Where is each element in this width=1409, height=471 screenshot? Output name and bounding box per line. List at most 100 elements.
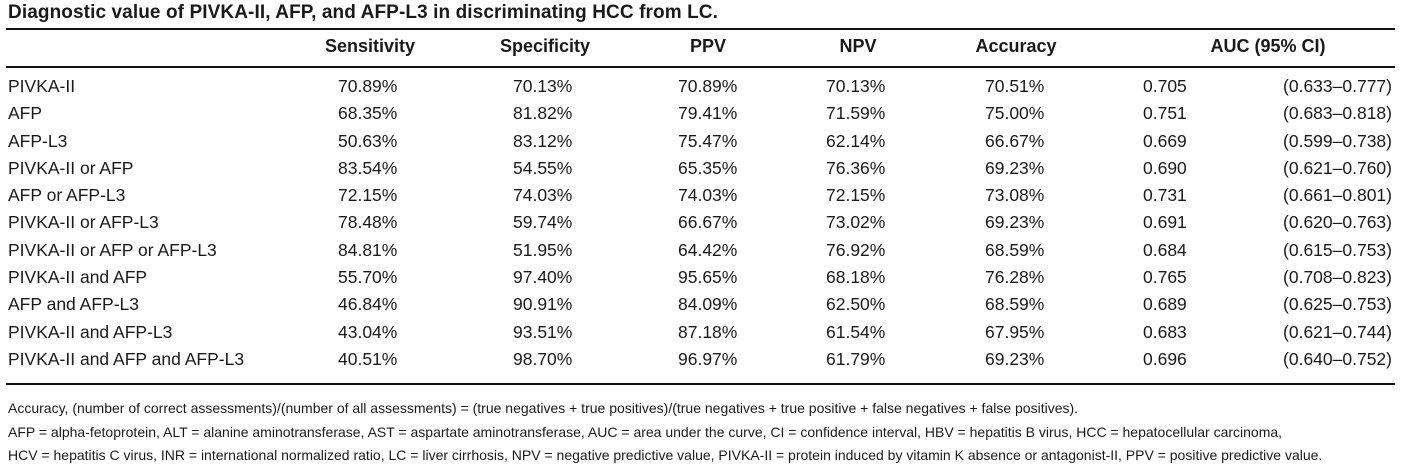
row-label: AFP or AFP-L3: [8, 185, 126, 206]
cell-auc: 0.751: [1143, 103, 1187, 124]
row-label: PIVKA-II and AFP-L3: [8, 321, 173, 342]
cell-specificity: 90.91%: [513, 294, 573, 315]
table-body: PIVKA-II 70.89% 70.13% 70.89% 70.13% 70.51% 0.…: [0, 74, 1409, 374]
cell-ci: (0.625–0.753): [1283, 294, 1392, 315]
cell-accuracy: 68.59%: [985, 239, 1045, 260]
cell-sensitivity: 84.81%: [338, 239, 398, 260]
cell-ci: (0.621–0.760): [1283, 157, 1392, 178]
cell-sensitivity: 78.48%: [338, 212, 398, 233]
cell-auc: 0.731: [1143, 185, 1187, 206]
footnote-abbreviations-2: HCV = hepatitis C virus, INR = internati…: [8, 447, 1323, 463]
cell-ppv: 75.47%: [678, 130, 738, 151]
cell-sensitivity: 55.70%: [338, 267, 398, 288]
cell-specificity: 98.70%: [513, 348, 573, 369]
cell-npv: 68.18%: [826, 267, 886, 288]
table-row: AFP and AFP-L3 46.84% 90.91% 84.09% 62.50% 68…: [0, 292, 1409, 319]
cell-npv: 61.79%: [826, 348, 886, 369]
cell-specificity: 97.40%: [513, 267, 573, 288]
cell-specificity: 59.74%: [513, 212, 573, 233]
cell-ppv: 70.89%: [678, 76, 738, 96]
cell-ci: (0.615–0.753): [1283, 239, 1392, 260]
cell-ppv: 96.97%: [678, 348, 738, 369]
cell-auc: 0.689: [1143, 294, 1187, 315]
table-row: PIVKA-II and AFP and AFP-L3 40.51% 98.70% 9…: [0, 347, 1409, 374]
cell-ci: (0.620–0.763): [1283, 212, 1392, 233]
cell-specificity: 54.55%: [513, 157, 573, 178]
cell-specificity: 51.95%: [513, 239, 573, 260]
cell-specificity: 81.82%: [513, 103, 573, 124]
row-label: AFP and AFP-L3: [8, 294, 140, 315]
row-label: PIVKA-II or AFP or AFP-L3: [8, 239, 217, 260]
table-caption: Diagnostic value of PIVKA-II, AFP, and A…: [8, 2, 718, 23]
cell-sensitivity: 72.15%: [338, 185, 398, 206]
cell-specificity: 93.51%: [513, 321, 573, 342]
footnote-abbreviations-1: AFP = alpha-fetoprotein, ALT = alanine a…: [8, 423, 1283, 440]
cell-accuracy: 69.23%: [985, 212, 1045, 233]
cell-ppv: 74.03%: [678, 185, 738, 206]
cell-sensitivity: 40.51%: [338, 348, 398, 369]
cell-npv: 71.59%: [826, 103, 886, 124]
cell-ci: (0.599–0.738): [1283, 130, 1392, 151]
table-top-rule: [6, 28, 1395, 30]
table-row: PIVKA-II and AFP-L3 43.04% 93.51% 87.18% 61.…: [0, 320, 1409, 347]
cell-ppv: 87.18%: [678, 321, 738, 342]
header-sensitivity: Sensitivity: [324, 36, 416, 56]
cell-sensitivity: 43.04%: [338, 321, 398, 342]
table-row: PIVKA-II 70.89% 70.13% 70.89% 70.13% 70.51% 0.…: [0, 74, 1409, 101]
cell-sensitivity: 83.54%: [338, 157, 398, 178]
cell-ci: (0.621–0.744): [1283, 321, 1392, 342]
table-row: AFP 68.35% 81.82% 79.41% 71.59% 75.00% 0.751 (0…: [0, 101, 1409, 128]
cell-ppv: 84.09%: [678, 294, 738, 315]
cell-auc: 0.765: [1143, 267, 1187, 288]
cell-npv: 61.54%: [826, 321, 886, 342]
cell-npv: 76.92%: [826, 239, 886, 260]
row-label: PIVKA-II: [8, 76, 76, 96]
table-footnotes: Accuracy, (number of correct assessments…: [8, 397, 1403, 468]
cell-accuracy: 75.00%: [985, 103, 1045, 124]
header-npv: NPV: [839, 36, 877, 56]
cell-accuracy: 69.23%: [985, 157, 1045, 178]
cell-auc: 0.683: [1143, 321, 1187, 342]
cell-npv: 62.14%: [826, 130, 886, 151]
cell-npv: 73.02%: [826, 212, 886, 233]
cell-ci: (0.708–0.823): [1283, 267, 1392, 288]
table-row: AFP-L3 50.63% 83.12% 75.47% 62.14% 66.67% 0.66…: [0, 129, 1409, 156]
header-auc-ci: AUC (95% CI): [1210, 36, 1326, 56]
cell-auc: 0.684: [1143, 239, 1187, 260]
row-label: AFP-L3: [8, 130, 68, 151]
cell-accuracy: 69.23%: [985, 348, 1045, 369]
cell-auc: 0.696: [1143, 348, 1187, 369]
cell-auc: 0.705: [1143, 76, 1187, 96]
cell-specificity: 74.03%: [513, 185, 573, 206]
header-specificity: Specificity: [499, 36, 591, 56]
cell-ci: (0.683–0.818): [1283, 103, 1392, 124]
cell-auc: 0.690: [1143, 157, 1187, 178]
cell-ci: (0.640–0.752): [1283, 348, 1392, 369]
header-accuracy: Accuracy: [975, 36, 1057, 56]
table-header-rule: [6, 66, 1395, 68]
cell-sensitivity: 50.63%: [338, 130, 398, 151]
cell-sensitivity: 68.35%: [338, 103, 398, 124]
cell-sensitivity: 70.89%: [338, 76, 398, 96]
cell-ci: (0.661–0.801): [1283, 185, 1392, 206]
row-label: PIVKA-II and AFP and AFP-L3: [8, 348, 245, 369]
table-row: AFP or AFP-L3 72.15% 74.03% 74.03% 72.15% 73.…: [0, 183, 1409, 210]
table-row: PIVKA-II or AFP-L3 78.48% 59.74% 66.67% 73.0…: [0, 210, 1409, 237]
cell-ppv: 65.35%: [678, 157, 738, 178]
cell-ppv: 79.41%: [678, 103, 738, 124]
cell-specificity: 70.13%: [513, 76, 573, 96]
cell-accuracy: 70.51%: [985, 76, 1045, 96]
table-bottom-rule: [6, 383, 1395, 385]
row-label: PIVKA-II or AFP: [8, 157, 134, 178]
cell-specificity: 83.12%: [513, 130, 573, 151]
cell-accuracy: 68.59%: [985, 294, 1045, 315]
cell-accuracy: 73.08%: [985, 185, 1045, 206]
cell-ppv: 64.42%: [678, 239, 738, 260]
cell-npv: 76.36%: [826, 157, 886, 178]
cell-sensitivity: 46.84%: [338, 294, 398, 315]
cell-accuracy: 66.67%: [985, 130, 1045, 151]
cell-npv: 72.15%: [826, 185, 886, 206]
table-row: PIVKA-II or AFP 83.54% 54.55% 65.35% 76.36% 6…: [0, 156, 1409, 183]
cell-ppv: 66.67%: [678, 212, 738, 233]
cell-ci: (0.633–0.777): [1283, 76, 1392, 96]
